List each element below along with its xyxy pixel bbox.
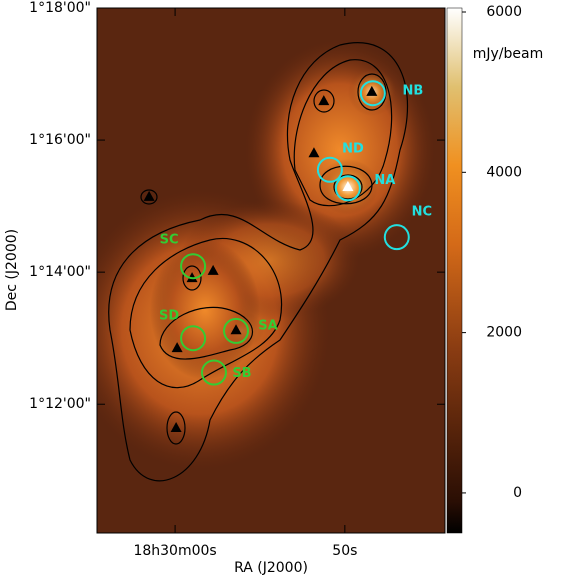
- source-label: NA: [374, 173, 395, 188]
- y-tick-label: 1°18'00": [29, 0, 91, 16]
- source-circle: [223, 317, 250, 344]
- colorbar-tick-label: 6000: [486, 4, 522, 20]
- plot-frame: [96, 7, 446, 534]
- peak-marker: [342, 180, 354, 191]
- source-circle: [316, 156, 343, 183]
- source-circle: [359, 80, 386, 107]
- peak-marker: [171, 342, 183, 353]
- y-axis-label: Dec (J2000): [4, 229, 20, 311]
- peak-marker: [207, 264, 219, 275]
- colorbar-label: mJy/beam: [473, 46, 544, 62]
- source-label: SB: [232, 366, 251, 381]
- source-circle: [200, 359, 227, 386]
- y-tick-label: 1°12'00": [29, 396, 91, 412]
- colorbar: [446, 7, 463, 534]
- peak-marker: [366, 85, 378, 96]
- source-circle: [334, 175, 361, 202]
- source-circle: [180, 253, 207, 280]
- map-image: [97, 8, 445, 533]
- peak-marker: [308, 147, 320, 158]
- y-tick-label: 1°14'00": [29, 264, 91, 280]
- y-tick-label: 1°16'00": [29, 132, 91, 148]
- source-label: SC: [160, 233, 179, 248]
- source-circle: [180, 325, 207, 352]
- x-tick-label: 50s: [332, 543, 357, 559]
- peak-marker: [170, 422, 182, 432]
- peak-marker: [318, 95, 330, 106]
- source-label: SA: [258, 318, 277, 333]
- peak-marker: [230, 324, 242, 335]
- source-circle: [383, 224, 410, 251]
- x-axis-label: RA (J2000): [234, 560, 308, 576]
- peak-marker: [143, 190, 155, 201]
- peak-marker: [186, 272, 198, 283]
- x-tick-label: 18h30m00s: [133, 543, 216, 559]
- source-label: SD: [159, 309, 179, 324]
- source-label: NC: [412, 205, 432, 220]
- source-label: ND: [342, 141, 364, 156]
- source-label: NB: [402, 84, 423, 99]
- colorbar-tick-label: 0: [513, 485, 522, 501]
- colorbar-tick-label: 2000: [486, 325, 522, 341]
- colorbar-tick-label: 4000: [486, 164, 522, 180]
